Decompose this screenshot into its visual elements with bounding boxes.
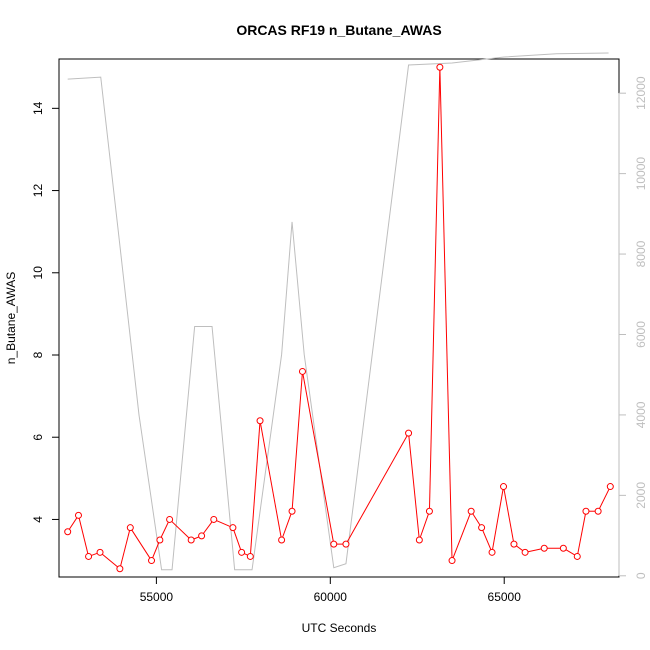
data-point [500, 483, 508, 491]
y-tick-label: 4 [31, 516, 45, 523]
data-point [559, 544, 567, 552]
y2-tick-label: 8000 [634, 240, 648, 267]
data-point [606, 483, 614, 491]
y-tick-label: 14 [31, 101, 45, 115]
data-point [425, 507, 433, 515]
data-point [238, 548, 246, 556]
x-axis: 55000 60000 65000 [140, 576, 522, 604]
data-point [210, 515, 218, 523]
primary-series-segment [77, 515, 90, 557]
plot-frame [58, 58, 620, 578]
y-axis-label: n_Butane_AWAS [4, 272, 18, 365]
primary-series-segment [259, 420, 283, 541]
y-axis-right: 0 2000 4000 6000 8000 10000 12000 [618, 76, 648, 579]
data-point [448, 557, 456, 565]
data-point [342, 540, 350, 548]
primary-series-segment [169, 519, 192, 541]
data-point [126, 524, 134, 532]
primary-series-segment [439, 67, 453, 561]
secondary-series-line [67, 52, 609, 571]
data-point [288, 507, 296, 515]
y-axis-left: 4 6 8 10 12 14 [31, 101, 60, 523]
data-point [96, 548, 104, 556]
data-point [116, 565, 124, 573]
primary-series-segment [99, 551, 121, 570]
y2-tick-label: 0 [634, 572, 648, 579]
x-tick-label: 55000 [140, 590, 174, 604]
primary-series-segment [597, 486, 611, 512]
data-point [405, 429, 413, 437]
data-point [594, 507, 602, 515]
data-point [298, 367, 306, 375]
y-tick-label: 12 [31, 184, 45, 198]
data-point [74, 511, 82, 519]
primary-series-segment [159, 519, 171, 541]
secondary-series [67, 52, 609, 571]
y-tick-label: 6 [31, 434, 45, 441]
data-point [415, 536, 423, 544]
y2-tick-label: 10000 [634, 157, 648, 191]
chart-title: ORCAS RF19 n_Butane_AWAS [236, 22, 441, 38]
data-point [540, 544, 548, 552]
y-tick-label: 10 [31, 266, 45, 280]
primary-series-segment [428, 67, 441, 512]
data-point [148, 557, 156, 565]
data-point [198, 532, 206, 540]
data-point [64, 528, 72, 536]
primary-series [67, 67, 611, 570]
data-point [278, 536, 286, 544]
primary-series-segment [151, 539, 161, 561]
data-point [166, 515, 174, 523]
data-point [582, 507, 590, 515]
primary-series-segment [119, 527, 131, 569]
primary-series-segment [418, 511, 430, 541]
data-point [246, 552, 254, 560]
y2-tick-label: 4000 [634, 401, 648, 428]
data-point [156, 536, 164, 544]
primary-series-segment [345, 432, 410, 545]
data-point [256, 417, 264, 425]
data-point [573, 552, 581, 560]
data-point [436, 63, 444, 71]
primary-series-segment [291, 371, 303, 512]
y2-tick-label: 12000 [634, 76, 648, 110]
primary-series-segment [503, 486, 515, 545]
primary-series-segment [408, 433, 420, 541]
y2-tick-label: 6000 [634, 321, 648, 348]
primary-series-segment [481, 527, 493, 553]
primary-series-points [64, 63, 614, 573]
primary-series-segment [281, 511, 293, 541]
primary-series-segment [451, 511, 472, 561]
data-point [229, 524, 237, 532]
primary-series-segment [232, 527, 243, 553]
primary-series-segment [129, 527, 152, 561]
data-point [330, 540, 338, 548]
data-point [85, 552, 93, 560]
data-point [521, 548, 529, 556]
data-point [510, 540, 518, 548]
x-axis-label: UTC Seconds [302, 621, 377, 635]
primary-series-segment [491, 486, 505, 553]
x-tick-label: 60000 [314, 590, 348, 604]
data-point [478, 524, 486, 532]
data-point [467, 507, 475, 515]
y2-tick-label: 2000 [634, 482, 648, 509]
data-point [488, 548, 496, 556]
primary-series-segment [249, 420, 261, 557]
primary-series-segment [576, 511, 587, 557]
data-point [187, 536, 195, 544]
y-tick-label: 8 [31, 351, 45, 358]
x-tick-label: 65000 [488, 590, 522, 604]
primary-series-segment [301, 371, 335, 545]
